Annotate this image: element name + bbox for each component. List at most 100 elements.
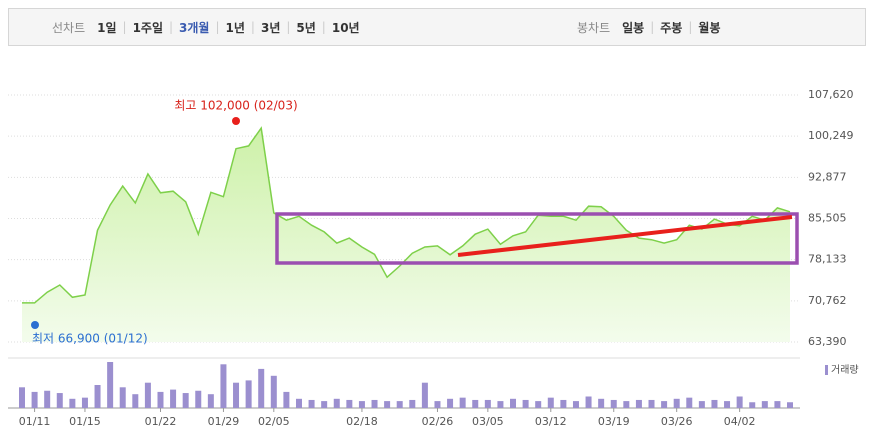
volume-bar: [409, 399, 416, 408]
volume-bar: [623, 401, 630, 408]
trend-line: [457, 215, 793, 257]
volume-bar: [711, 399, 718, 408]
volume-bar: [686, 397, 693, 408]
volume-bar: [384, 401, 391, 408]
volume-bar: [673, 398, 680, 408]
volume-bar: [207, 394, 214, 408]
volume-bar: [635, 399, 642, 408]
volume-bar: [510, 398, 517, 408]
period-button[interactable]: 1년: [225, 20, 245, 35]
x-tick-label: 01/22: [145, 415, 177, 428]
volume-bar: [258, 368, 265, 408]
separator: |: [215, 20, 220, 34]
volume-bar: [119, 387, 126, 408]
volume-bar: [535, 401, 542, 408]
high-annotation: 최고 102,000 (02/03): [174, 99, 297, 113]
price-area: [22, 128, 790, 342]
high-marker: [232, 117, 240, 125]
volume-bar: [434, 401, 441, 408]
volume-bar: [170, 389, 177, 408]
volume-bar: [195, 390, 202, 408]
y-tick-label: 100,249: [808, 129, 854, 142]
separator: |: [122, 20, 127, 34]
y-tick-label: 85,505: [808, 212, 847, 225]
volume-bar: [358, 401, 365, 408]
volume-bar: [283, 391, 290, 408]
volume-bar: [585, 396, 592, 408]
volume-bar: [560, 399, 567, 408]
volume-bar: [648, 399, 655, 408]
separator: |: [286, 20, 291, 34]
volume-bar: [598, 398, 605, 408]
y-tick-label: 78,133: [808, 253, 847, 266]
volume-bar: [308, 399, 315, 408]
volume-bar: [31, 391, 38, 408]
x-tick-label: 03/19: [598, 415, 630, 428]
period-button[interactable]: 5년: [296, 20, 316, 35]
x-tick-label: 01/11: [19, 415, 51, 428]
volume-bar: [661, 401, 668, 408]
separator: |: [169, 20, 174, 34]
period-button[interactable]: 1일: [97, 20, 117, 35]
x-tick-label: 01/15: [69, 415, 101, 428]
volume-bar: [220, 364, 227, 408]
period-button[interactable]: 10년: [331, 20, 360, 35]
volume-bar: [610, 399, 617, 408]
volume-bar: [447, 398, 454, 408]
volume-bar: [396, 401, 403, 408]
period-button[interactable]: 3개월: [179, 20, 210, 35]
separator: |: [321, 20, 326, 34]
period-button[interactable]: 1주일: [132, 20, 163, 35]
x-tick-label: 04/02: [724, 415, 756, 428]
volume-bar: [233, 382, 240, 408]
volume-bar: [761, 401, 768, 408]
volume-bar: [572, 401, 579, 408]
separator: |: [650, 20, 655, 34]
volume-bar: [56, 393, 63, 408]
volume-legend: 거래량: [831, 364, 859, 376]
volume-bar: [132, 394, 139, 408]
toolbar: 선차트 1일 | 1주일 | 3개월 | 1년 | 3년 | 5년 | 10년 봉차트 일봉 | 주봉 | 월봉: [8, 8, 866, 46]
x-tick-label: 03/05: [472, 415, 504, 428]
volume-bar: [371, 399, 378, 408]
volume-bar: [182, 393, 189, 408]
highlight-box: [275, 212, 799, 265]
volume-bar: [19, 387, 25, 408]
candle-period-button[interactable]: 월봉: [698, 20, 721, 35]
volume-legend-swatch: [825, 365, 828, 375]
volume-bar: [107, 362, 114, 408]
line-chart-label: 선차트: [52, 20, 86, 35]
y-tick-label: 70,762: [808, 294, 847, 307]
y-tick-label: 63,390: [808, 335, 847, 348]
candle-period-button[interactable]: 일봉: [622, 20, 645, 35]
volume-bar: [321, 401, 328, 408]
separator: |: [688, 20, 693, 34]
volume-bar: [774, 401, 781, 408]
period-button[interactable]: 3년: [260, 20, 281, 35]
y-tick-label: 107,620: [808, 88, 854, 101]
candle-period-button[interactable]: 주봉: [660, 20, 683, 35]
volume-bar: [749, 402, 756, 408]
price-line: [22, 126, 791, 304]
x-tick-label: 03/12: [535, 415, 567, 428]
volume-bar: [346, 399, 353, 408]
x-tick-label: 02/18: [346, 415, 378, 428]
volume-bar: [270, 375, 277, 408]
volume-bar: [295, 398, 302, 408]
x-tick-label: 02/26: [422, 415, 454, 428]
x-tick-label: 03/26: [661, 415, 693, 428]
volume-bar: [484, 399, 491, 408]
candle-chart-label: 봉차트: [577, 20, 611, 35]
volume-bar: [44, 390, 51, 408]
x-tick-label: 01/29: [208, 415, 240, 428]
volume-bar: [724, 401, 731, 408]
low-marker: [31, 321, 39, 329]
low-annotation: 최저 66,900 (01/12): [32, 332, 148, 346]
volume-bar: [698, 401, 705, 408]
x-tick-label: 02/05: [258, 415, 290, 428]
volume-bar: [736, 396, 743, 408]
volume-bar: [81, 397, 88, 408]
volume-bar: [94, 385, 101, 408]
